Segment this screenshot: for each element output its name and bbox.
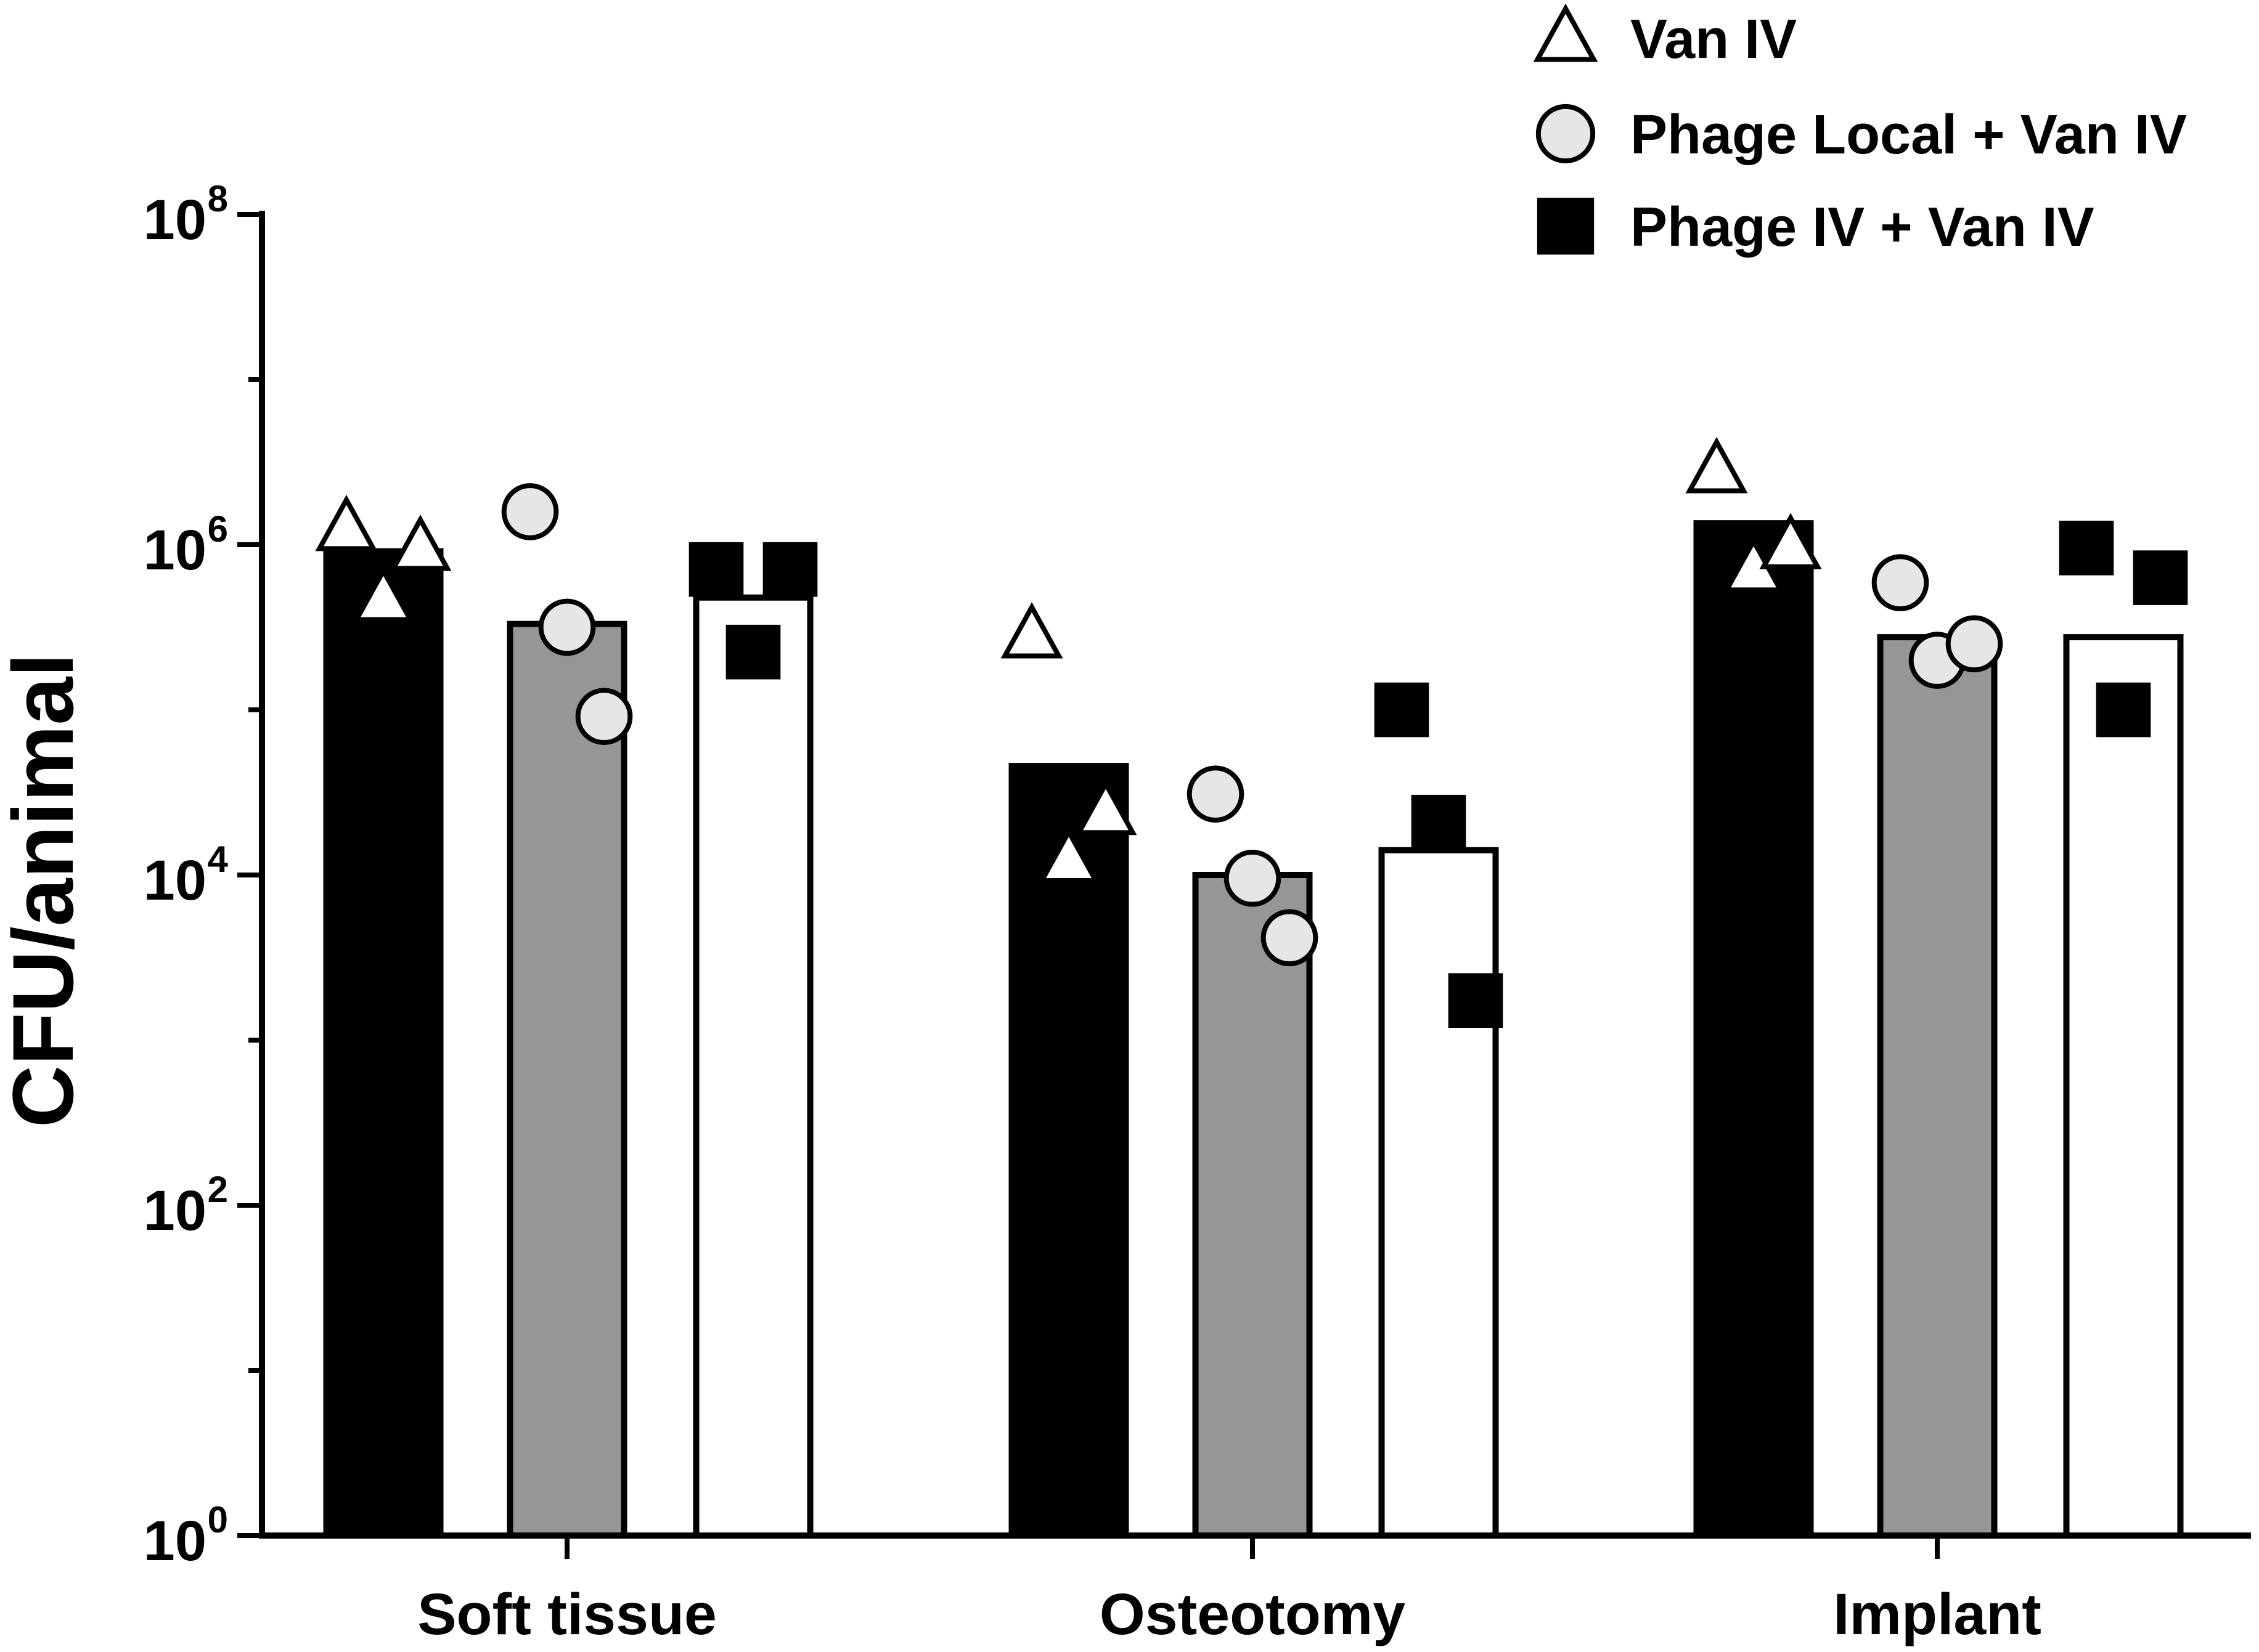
bar-square-1: [1378, 847, 1499, 1539]
legend-entry-2: Phage IV + Van IV: [1537, 197, 2094, 258]
legend: Van IV Phage Local + Van IV Phage IV + Van…: [1533, 3, 2187, 258]
bar-circle-1: [1192, 872, 1313, 1539]
point-triangle-1-0: [1000, 602, 1063, 659]
point-circle-1-1: [1223, 850, 1281, 907]
legend-marker-triangle: [1533, 3, 1598, 62]
x-tick-label-0: Soft tissue: [417, 1582, 717, 1647]
point-triangle-2-0: [1685, 437, 1748, 494]
point-circle-0-1: [538, 598, 596, 656]
y-tick-base: 10: [144, 1510, 206, 1573]
point-circle-1-2: [1260, 909, 1318, 967]
bar-circle-0: [507, 621, 627, 1539]
legend-label: Phage Local + Van IV: [1630, 104, 2187, 166]
y-tick-label-6: 610: [144, 508, 228, 582]
y-tick-base: 10: [144, 1179, 206, 1242]
y-tick-exponent: 8: [208, 178, 228, 219]
point-square-0-2: [762, 542, 818, 597]
point-square-1-0: [1374, 682, 1429, 738]
bars-layer: [323, 520, 2184, 1539]
point-square-2-1: [2096, 682, 2151, 738]
legend-entry-0: Van IV: [1533, 3, 1797, 70]
point-triangle-0-1: [352, 566, 415, 622]
point-circle-0-2: [575, 688, 633, 746]
bar-square-0: [693, 594, 814, 1539]
point-triangle-0-2: [389, 515, 452, 571]
y-tick-exponent: 0: [208, 1499, 228, 1540]
y-tick-exponent: 6: [208, 508, 228, 550]
legend-label: Phage IV + Van IV: [1630, 197, 2094, 258]
y-tick-exponent: 4: [208, 839, 229, 880]
legend-label: Van IV: [1630, 9, 1797, 70]
bar-circle-2: [1877, 634, 1998, 1539]
y-tick-label-0: 010: [144, 1499, 228, 1573]
legend-marker-circle: [1535, 104, 1596, 164]
x-tick-label-2: Implant: [1833, 1582, 2041, 1647]
point-circle-1-0: [1187, 765, 1244, 823]
point-triangle-2-2: [1759, 513, 1822, 569]
point-square-0-0: [688, 542, 744, 597]
point-square-2-2: [2133, 550, 2188, 605]
y-tick-label-2: 210: [144, 1169, 228, 1242]
x-tick-label-1: Osteotomy: [1100, 1582, 1405, 1647]
point-square-1-1: [1411, 794, 1466, 850]
y-tick-label-8: 810: [144, 178, 228, 251]
point-square-2-0: [2059, 521, 2114, 576]
bar-triangle-0: [323, 548, 444, 1539]
y-axis-label: CFU/animal: [0, 653, 91, 1128]
y-tick-base: 10: [144, 189, 206, 251]
point-square-1-2: [1448, 973, 1503, 1028]
point-circle-0-0: [501, 483, 559, 540]
y-tick-label-4: 410: [144, 839, 229, 912]
point-square-0-1: [725, 624, 781, 680]
legend-entry-1: Phage Local + Van IV: [1535, 104, 2187, 166]
point-triangle-0-0: [315, 494, 378, 551]
points-layer: [315, 437, 2188, 1028]
point-circle-2-0: [1871, 554, 1929, 611]
bar-triangle-2: [1693, 520, 1814, 1539]
bar-triangle-1: [1008, 763, 1129, 1539]
point-circle-2-2: [1945, 615, 2003, 673]
y-tick-exponent: 2: [208, 1169, 228, 1210]
bar-square-2: [2063, 634, 2184, 1539]
legend-marker-square: [1537, 197, 1595, 255]
y-tick-base: 10: [144, 519, 206, 582]
y-tick-base: 10: [144, 849, 206, 912]
point-triangle-1-2: [1074, 778, 1137, 836]
point-triangle-1-1: [1037, 826, 1100, 883]
